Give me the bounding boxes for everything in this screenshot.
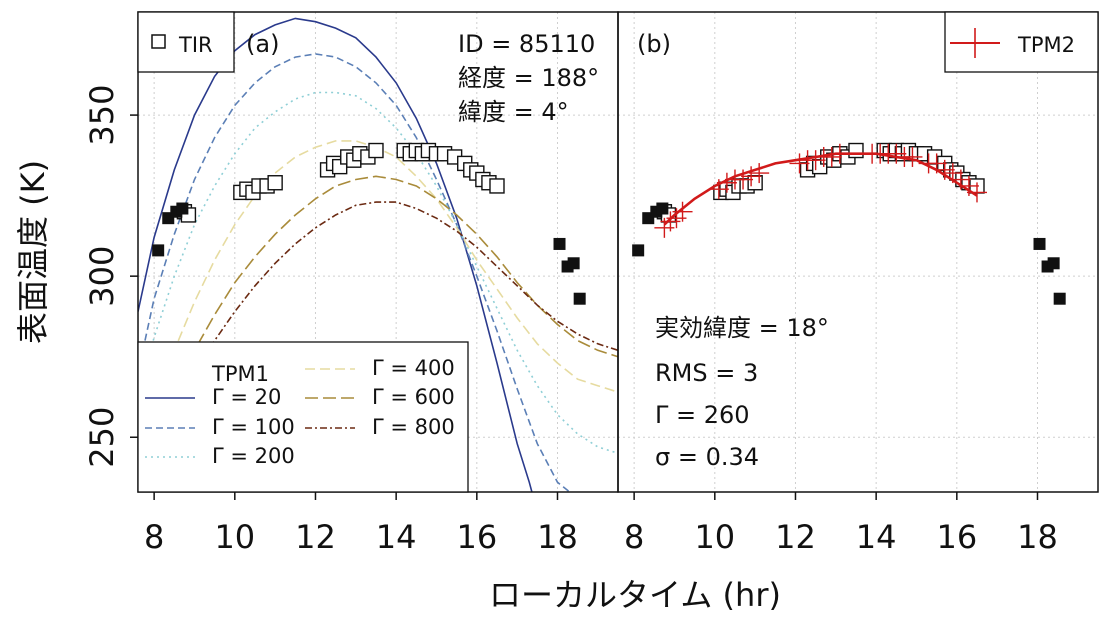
y-axis-label: 表面温度 (K): [14, 160, 52, 344]
tir-point-filled: [1033, 237, 1046, 250]
legend-label-g600: Γ = 600: [372, 385, 455, 409]
tir-legend-label: TIR: [178, 33, 213, 57]
tir-point-filled: [553, 237, 566, 250]
tpm1-curve-g800: [138, 201, 618, 492]
tpm1-curve-g200: [138, 91, 618, 455]
info-id: ID = 85110: [458, 30, 595, 58]
panel-b-stats: 実効緯度 = 18° RMS = 3 Γ = 260 σ = 0.34: [655, 314, 829, 471]
x-tick-label: 14: [856, 518, 897, 556]
panel-a-info: ID = 85110 経度 = 188° 緯度 = 4°: [458, 30, 599, 126]
x-tick-label: 18: [1017, 518, 1058, 556]
panel-b-tag: (b): [637, 30, 671, 58]
stat-gamma: Γ = 260: [655, 401, 750, 429]
tpm2-legend-label: TPM2: [1017, 33, 1075, 57]
tpm1-legend-title: TPM1: [211, 362, 269, 386]
legend-label-g200: Γ = 200: [212, 444, 295, 468]
y-tick-label: 250: [83, 407, 121, 468]
legend-label-g400: Γ = 400: [372, 356, 455, 380]
tir-point-open: [368, 142, 384, 159]
panel-a-tag: (a): [246, 30, 279, 58]
tpm1-curve-g100: [138, 53, 571, 492]
y-tick-label: 300: [83, 246, 121, 307]
x-tick-label: 12: [775, 518, 816, 556]
tir-legend-swatch: [151, 34, 166, 49]
x-tick-label: 14: [376, 518, 417, 556]
info-longitude: 経度 = 188°: [458, 64, 599, 92]
x-tick-label: 12: [295, 518, 336, 556]
tir-point-filled: [656, 202, 669, 215]
tir-point-filled: [176, 202, 189, 215]
tir-point-filled: [1047, 257, 1060, 270]
stat-effective-latitude: 実効緯度 = 18°: [655, 314, 829, 342]
tir-point-open: [267, 175, 283, 191]
x-tick-label: 8: [144, 518, 164, 556]
panel-b-fit: [654, 143, 987, 238]
panel-b-frame: [617, 11, 1099, 493]
tir-point-open: [489, 178, 505, 194]
legend-label-g800: Γ = 800: [372, 415, 455, 439]
tir-point-filled: [567, 257, 580, 270]
x-tick-label: 16: [456, 518, 497, 556]
stat-rms: RMS = 3: [655, 359, 758, 387]
tir-point-filled: [632, 244, 645, 257]
legend-label-g20: Γ = 20: [212, 385, 281, 409]
stat-sigma: σ = 0.34: [655, 443, 759, 471]
x-axis-label: ローカルタイム (hr): [489, 576, 781, 614]
axis-ticks: 8 10 12 14 16 18 8 10 12 14 16 18 250 300 350: [83, 85, 1058, 556]
tir-point-open: [747, 175, 763, 191]
panel-a-points: [152, 142, 586, 305]
y-tick-label: 350: [83, 85, 121, 146]
tir-point-filled: [1053, 292, 1066, 305]
tpm1-curve-g600: [138, 175, 618, 492]
x-tick-label: 18: [537, 518, 578, 556]
tir-point-open: [848, 142, 864, 159]
legend-label-g100: Γ = 100: [212, 415, 295, 439]
x-tick-label: 10: [694, 518, 735, 556]
x-tick-label: 16: [936, 518, 977, 556]
x-tick-label: 8: [624, 518, 644, 556]
tpm1-curve-g20: [138, 17, 533, 492]
tpm1-legend-items: Γ = 20 Γ = 100 Γ = 200 Γ = 400 Γ = 600 Γ = 80…: [145, 356, 455, 468]
tpm1-legend-box: [137, 341, 469, 493]
tir-point-filled: [152, 244, 165, 257]
info-latitude: 緯度 = 4°: [458, 98, 569, 126]
x-tick-label: 10: [214, 518, 255, 556]
panel-b-points: [632, 142, 1066, 305]
tir-point-filled: [573, 292, 586, 305]
tpm2-legend: TPM2: [944, 11, 1099, 73]
tir-legend: TIR: [137, 11, 235, 73]
panel-b-grid: [618, 12, 1098, 492]
